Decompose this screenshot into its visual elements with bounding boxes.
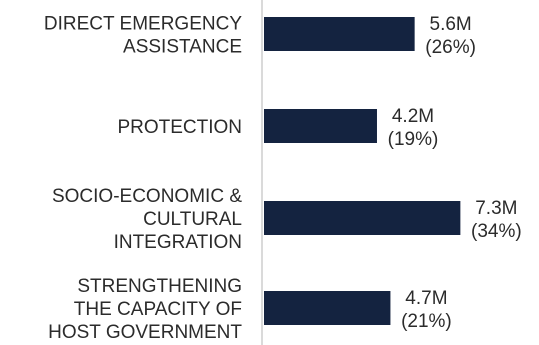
value-percent: (26%) [425, 37, 476, 58]
bar [264, 291, 391, 325]
category-label: DIRECT EMERGENCY ASSISTANCE [44, 14, 242, 58]
value-percent: (21%) [401, 311, 452, 332]
category-label: SOCIO-ECONOMIC & CULTURAL INTEGRATION [52, 186, 242, 253]
value-label: 7.3M (34%) [471, 198, 522, 242]
category-label-line: SOCIO-ECONOMIC & [52, 186, 242, 207]
bar [264, 109, 377, 143]
value-amount: 7.3M [475, 198, 517, 219]
value-label: 5.6M (26%) [425, 14, 476, 58]
value-percent: (34%) [471, 221, 522, 242]
value-label: 4.7M (21%) [401, 288, 452, 332]
category-label-line: HOST GOVERNMENT [48, 322, 242, 343]
category-label-line: THE CAPACITY OF [74, 299, 242, 320]
category-label-line: ASSISTANCE [123, 37, 242, 58]
category-label-line: CULTURAL [143, 209, 242, 230]
bar [264, 17, 415, 51]
bars-layer [264, 17, 461, 325]
value-amount: 5.6M [430, 14, 472, 35]
labels-layer: DIRECT EMERGENCY ASSISTANCE 5.6M (26%) PROTE… [44, 14, 522, 344]
category-label-line: DIRECT EMERGENCY [44, 14, 242, 35]
category-label-line: PROTECTION [117, 117, 242, 138]
category-label: STRENGTHENING THE CAPACITY OF HOST GOVERNM… [48, 276, 242, 343]
value-amount: 4.7M [405, 288, 447, 309]
value-percent: (19%) [388, 129, 439, 150]
category-label-line: STRENGTHENING [77, 276, 242, 297]
category-label: PROTECTION [117, 117, 242, 138]
bar [264, 201, 461, 235]
value-label: 4.2M (19%) [388, 106, 439, 150]
value-amount: 4.2M [392, 106, 434, 127]
category-label-line: INTEGRATION [114, 232, 242, 253]
